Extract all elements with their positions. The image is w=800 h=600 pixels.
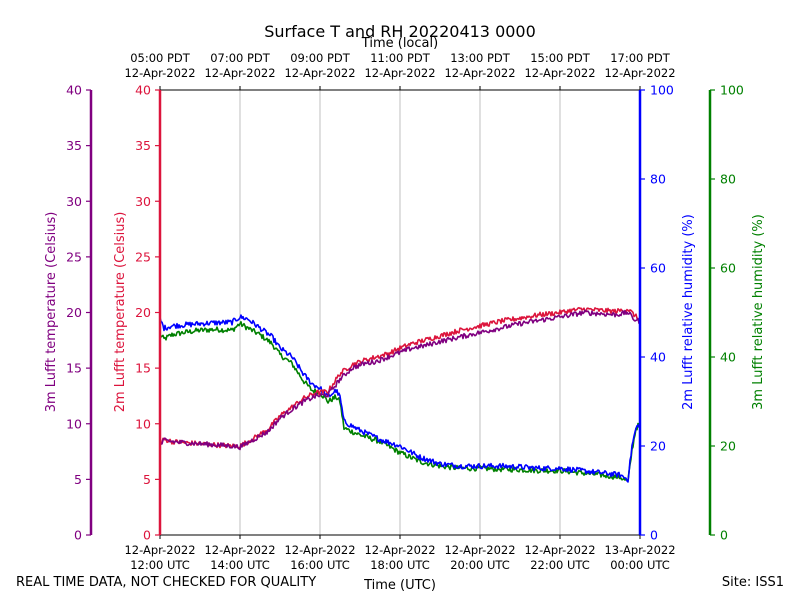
t2m-tick-label: 30 — [135, 194, 151, 209]
top-tick-label-time: 09:00 PDT — [290, 51, 351, 65]
series-line-t3m — [159, 309, 641, 451]
rh2m-axis: 0 20 40 60 80 100 — [638, 83, 674, 543]
t2m-axis: 0 5 10 15 20 25 30 35 40 — [135, 83, 162, 543]
bottom-tick-label-time: 18:00 UTC — [370, 558, 430, 572]
rh2m-tick-label: 40 — [650, 350, 666, 365]
t2m-tick-label: 40 — [135, 83, 151, 98]
gridlines — [239, 90, 561, 535]
rh3m-tick-label: 100 — [720, 83, 744, 98]
rh3m-tick-label: 20 — [720, 439, 736, 454]
rh3m-axis-label: 3m Lufft relative humidity (%) — [751, 214, 766, 410]
rh3m-tick-label: 60 — [720, 261, 736, 276]
t2m-tick-label: 0 — [143, 528, 151, 543]
rh2m-tick-label: 60 — [650, 261, 666, 276]
rh3m-tick-label: 0 — [720, 528, 728, 543]
t2m-tick-label: 5 — [143, 472, 151, 487]
t2m-tick-label: 10 — [135, 416, 151, 431]
rh3m-axis: 0 20 40 60 80 100 — [708, 83, 744, 543]
t3m-tick-label: 20 — [66, 305, 82, 320]
top-tick-label-time: 13:00 PDT — [450, 51, 511, 65]
bottom-tick-label-time: 20:00 UTC — [450, 558, 510, 572]
site-label: Site: ISS1 — [721, 575, 784, 590]
t3m-tick-label: 40 — [66, 83, 82, 98]
t3m-axis-label: 3m Lufft temperature (Celsius) — [44, 212, 59, 413]
bottom-tick-label-date: 12-Apr-2022 — [524, 543, 595, 557]
top-tick-label-time: 11:00 PDT — [370, 51, 431, 65]
t3m-tick-label: 25 — [66, 249, 82, 264]
t2m-tick-label: 35 — [135, 138, 151, 153]
bottom-tick-label-time: 00:00 UTC — [610, 558, 670, 572]
t3m-tick-label: 10 — [66, 416, 82, 431]
bottom-tick-label-date: 12-Apr-2022 — [124, 543, 195, 557]
bottom-tick-label-time: 22:00 UTC — [530, 558, 590, 572]
t2m-tick-label: 20 — [135, 305, 151, 320]
top-tick-label-date: 12-Apr-2022 — [284, 66, 355, 80]
bottom-tick-label-date: 12-Apr-2022 — [204, 543, 275, 557]
bottom-tick-label-time: 14:00 UTC — [210, 558, 270, 572]
rh2m-tick-label: 100 — [650, 83, 674, 98]
top-tick-label-time: 15:00 PDT — [530, 51, 591, 65]
top-axis-label: Time (local) — [361, 36, 438, 51]
t3m-tick-label: 5 — [74, 472, 82, 487]
top-tick-label-date: 12-Apr-2022 — [444, 66, 515, 80]
t2m-axis-label: 2m Lufft temperature (Celsius) — [113, 212, 128, 413]
rh2m-tick-label: 0 — [650, 528, 658, 543]
t3m-tick-label: 30 — [66, 194, 82, 209]
bottom-tick-label-date: 12-Apr-2022 — [364, 543, 435, 557]
top-tick-label-time: 05:00 PDT — [130, 51, 191, 65]
top-tick-label-time: 17:00 PDT — [610, 51, 671, 65]
series-layer — [159, 306, 641, 483]
chart-title: Surface T and RH 20220413 0000 — [264, 22, 536, 41]
rh2m-axis-label: 2m Lufft relative humidity (%) — [681, 214, 696, 410]
top-tick-label-time: 07:00 PDT — [210, 51, 271, 65]
top-tick-label-date: 12-Apr-2022 — [204, 66, 275, 80]
t3m-tick-label: 35 — [66, 138, 82, 153]
series-line-rh2m — [159, 314, 641, 483]
bottom-axis-label: Time (UTC) — [363, 578, 436, 593]
top-tick-label-date: 12-Apr-2022 — [124, 66, 195, 80]
rh2m-tick-label: 20 — [650, 439, 666, 454]
top-tick-label-date: 12-Apr-2022 — [604, 66, 675, 80]
quality-disclaimer: REAL TIME DATA, NOT CHECKED FOR QUALITY — [16, 575, 317, 590]
top-tick-label-date: 12-Apr-2022 — [364, 66, 435, 80]
bottom-tick-label-time: 12:00 UTC — [130, 558, 190, 572]
t3m-axis: 0 5 10 15 20 25 30 35 40 — [66, 83, 93, 543]
t2m-tick-label: 15 — [135, 361, 151, 376]
bottom-tick-label-date: 13-Apr-2022 — [604, 543, 675, 557]
t3m-tick-label: 15 — [66, 361, 82, 376]
bottom-tick-label-date: 12-Apr-2022 — [284, 543, 355, 557]
t2m-tick-label: 25 — [135, 249, 151, 264]
top-tick-label-date: 12-Apr-2022 — [524, 66, 595, 80]
bottom-tick-label-time: 16:00 UTC — [290, 558, 350, 572]
rh3m-tick-label: 80 — [720, 172, 736, 187]
t3m-tick-label: 0 — [74, 528, 82, 543]
bottom-tick-label-date: 12-Apr-2022 — [444, 543, 515, 557]
rh2m-tick-label: 80 — [650, 172, 666, 187]
rh3m-tick-label: 40 — [720, 350, 736, 365]
